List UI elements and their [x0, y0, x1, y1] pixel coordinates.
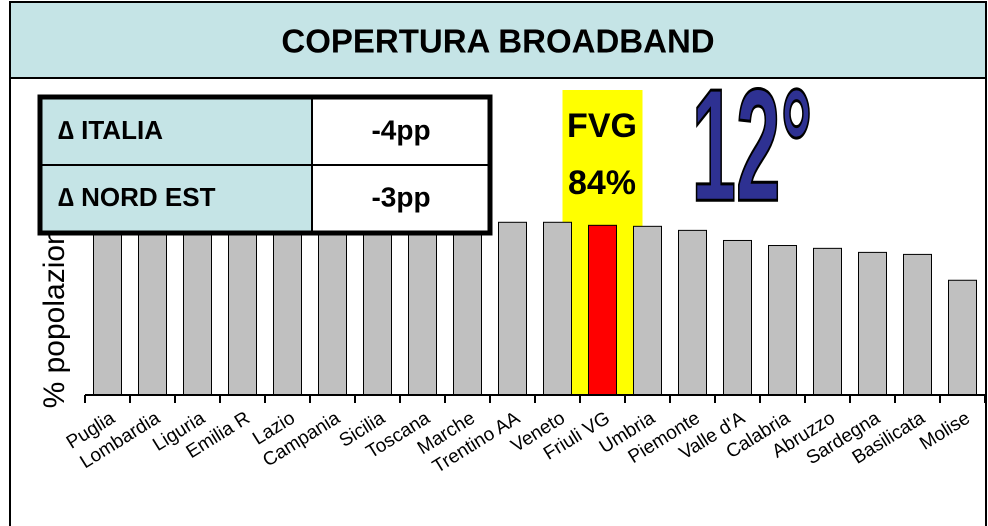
bar — [273, 214, 302, 396]
bar — [183, 212, 212, 396]
x-tick-label: Molise — [916, 408, 974, 455]
bar — [93, 208, 122, 396]
table-label: ∆ NORD EST — [58, 182, 216, 212]
bar — [858, 251, 887, 396]
bar — [588, 224, 617, 396]
bar — [408, 218, 437, 396]
bar — [228, 214, 257, 396]
bar — [813, 247, 842, 396]
table-cell — [40, 97, 312, 165]
table-cell — [40, 165, 312, 233]
bar — [138, 210, 167, 396]
table-label: ∆ ITALIA — [58, 115, 163, 145]
bar — [948, 279, 977, 396]
bar — [903, 253, 932, 396]
chart-title: COPERTURA BROADBAND — [281, 23, 714, 60]
annotation: FVG — [567, 107, 637, 145]
bar — [723, 239, 752, 396]
table-border — [37, 94, 493, 236]
bar — [678, 229, 707, 396]
bar — [318, 216, 347, 396]
table-value: -3pp — [371, 181, 430, 212]
annotation: 84% — [568, 164, 636, 202]
inset-table: ∆ ITALIA -4pp ∆ NORD EST -3pp — [37, 94, 493, 236]
table-value: -4pp — [371, 114, 430, 145]
bar — [363, 218, 392, 396]
title-bar — [9, 1, 987, 79]
bar — [768, 245, 797, 396]
rank-annotation: 12° — [692, 55, 813, 235]
y-axis-label: % popolazione — [38, 212, 71, 409]
bar — [498, 221, 527, 396]
bar — [543, 221, 572, 396]
bar — [633, 225, 662, 396]
bar — [453, 220, 482, 396]
